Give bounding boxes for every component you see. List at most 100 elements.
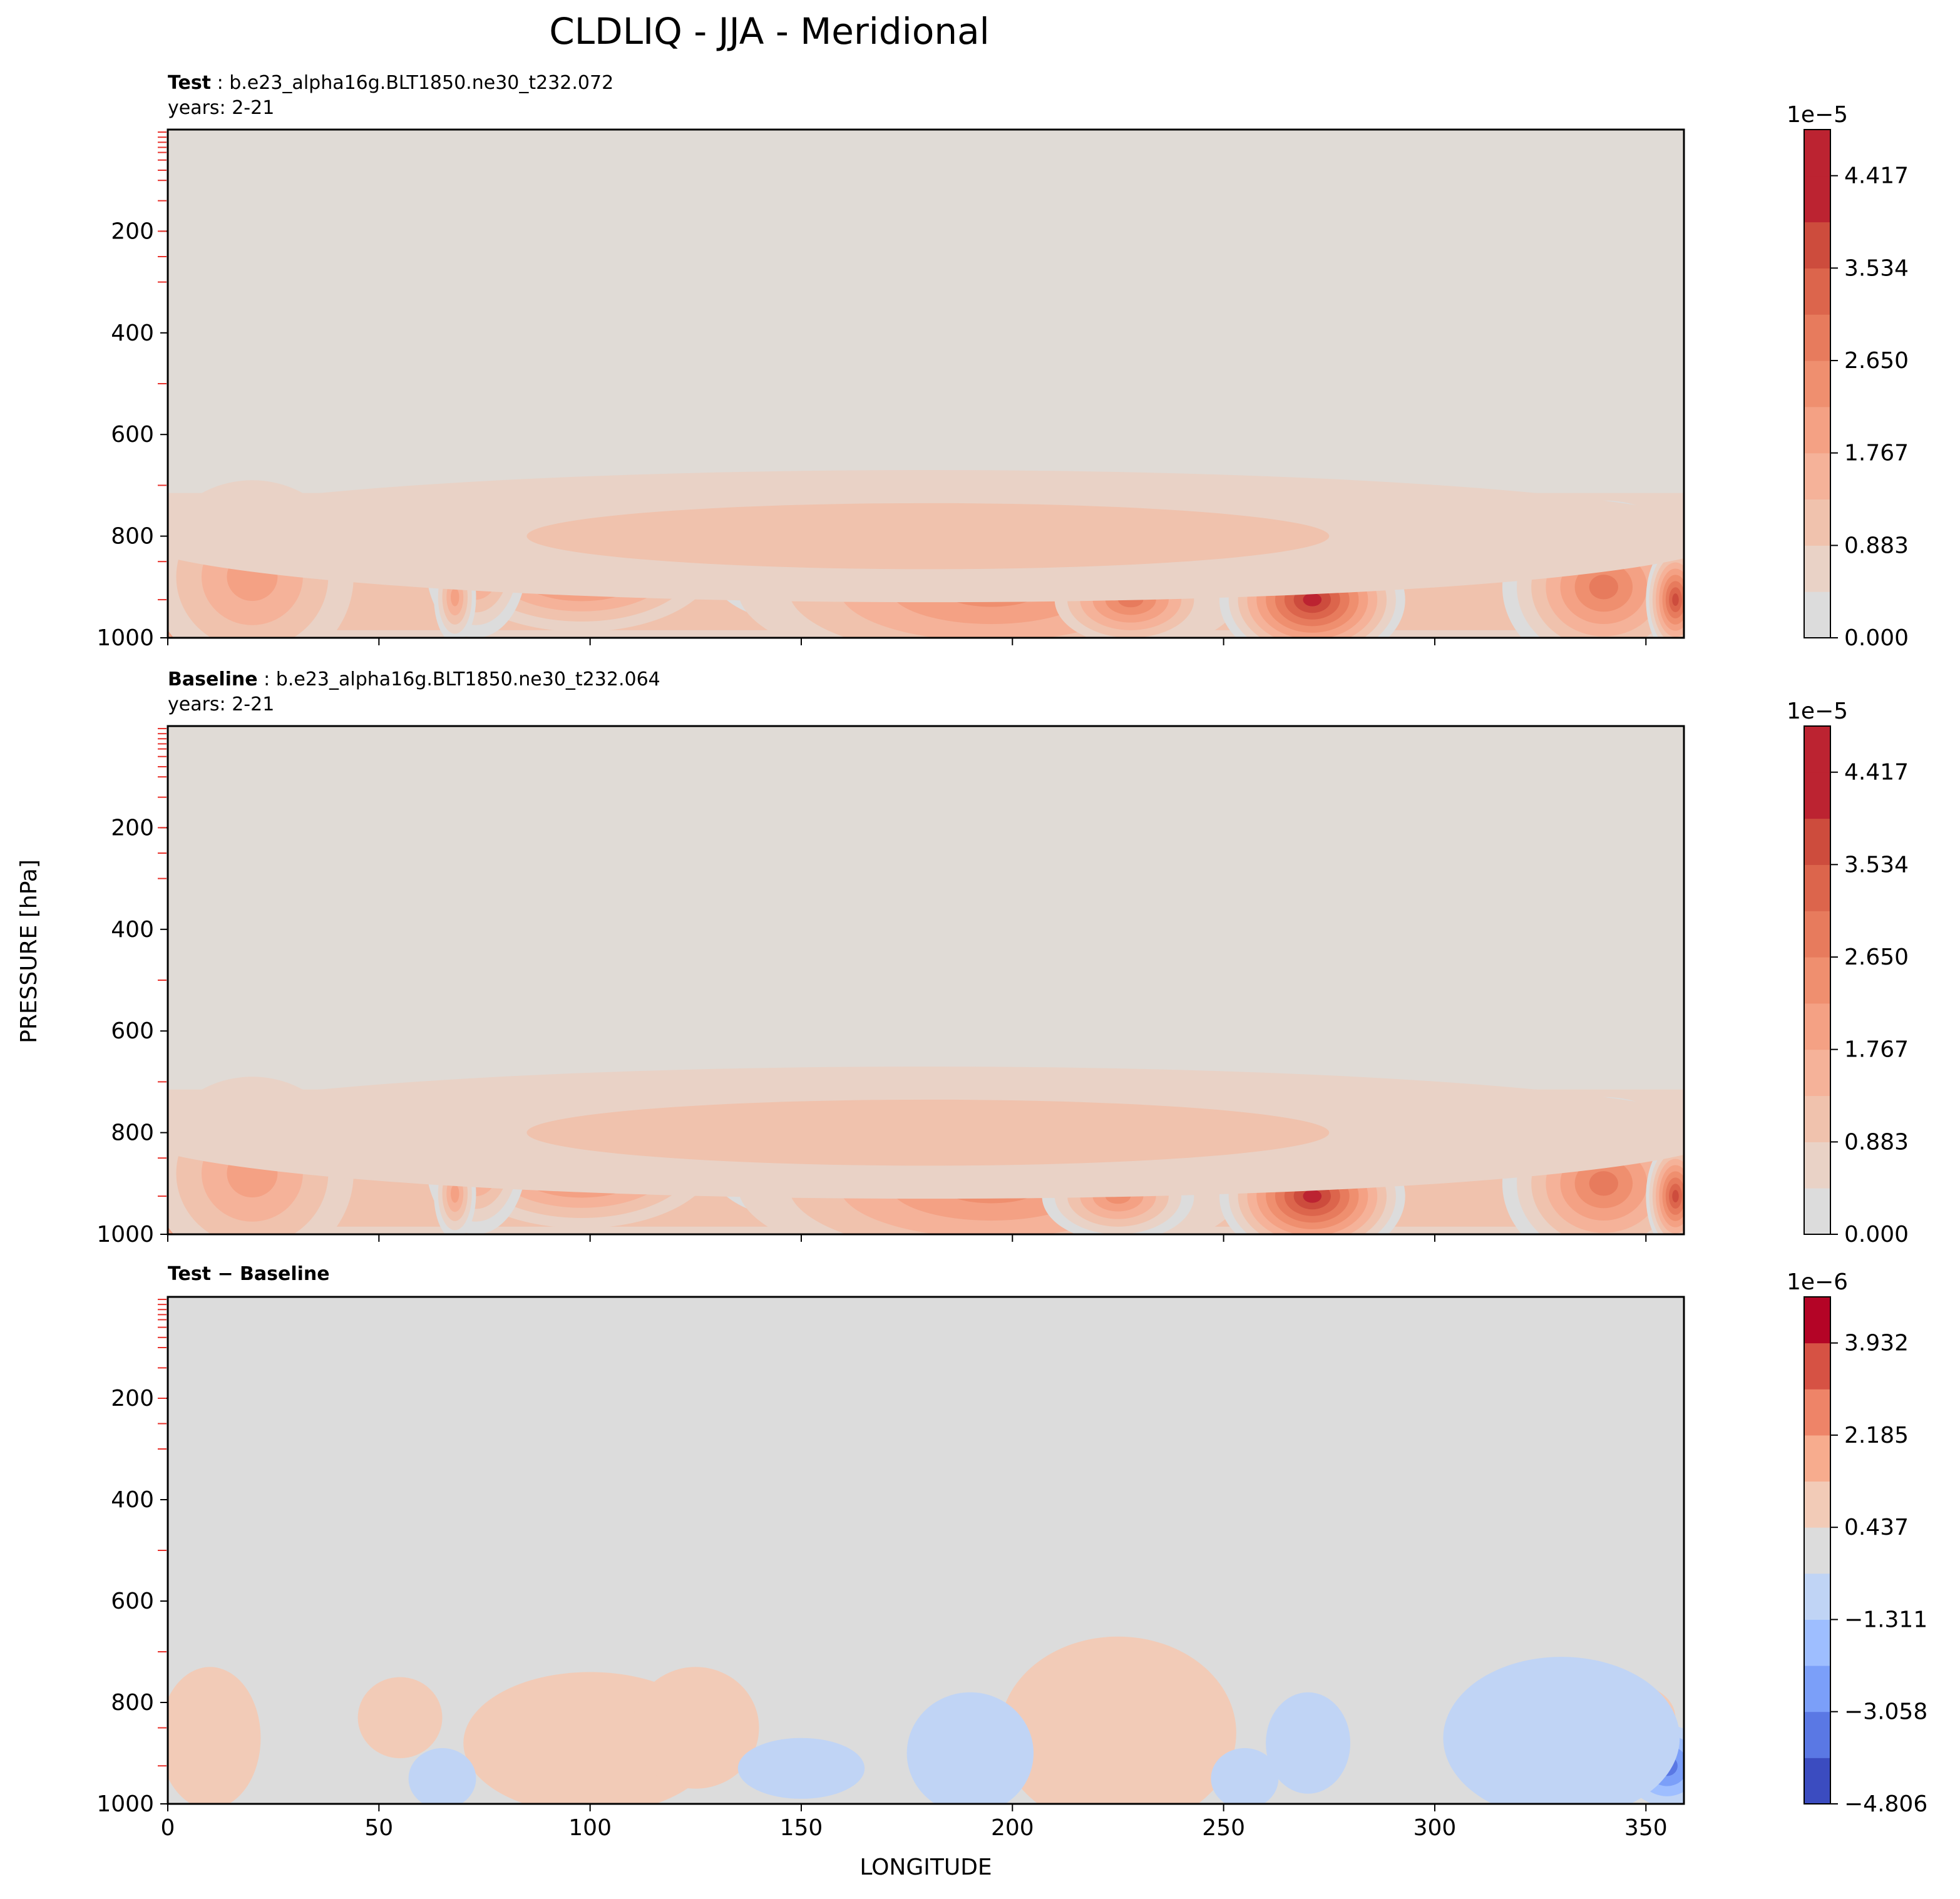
y-tick-label: 200 xyxy=(111,815,154,841)
panel-baseline: Baseline : b.e23_alpha16g.BLT1850.ne30_t… xyxy=(96,668,1909,1247)
panel-label-rest: : b.e23_alpha16g.BLT1850.ne30_t232.064 xyxy=(264,668,660,690)
colorbar-exponent: 1e−5 xyxy=(1787,102,1848,128)
x-tick-label: 50 xyxy=(364,1815,393,1841)
x-tick-label: 150 xyxy=(780,1815,823,1841)
x-axis-label: LONGITUDE xyxy=(859,1855,992,1880)
contour-level xyxy=(526,503,1330,570)
contour-level xyxy=(1589,1171,1618,1196)
contour-field-baseline xyxy=(168,726,1684,1234)
colorbar-tick-label: 0.000 xyxy=(1844,625,1909,651)
colorbar-tick-label: 2.650 xyxy=(1844,348,1909,374)
panel-label-test: Test : b.e23_alpha16g.BLT1850.ne30_t232.… xyxy=(168,72,613,94)
axis-ticks-difference: 200 400 600 800 1000 0 50 100 150 200 250 300 350 xyxy=(96,1299,1668,1841)
colorbar-tick-label: 0.883 xyxy=(1844,533,1909,558)
panel-test: Test : b.e23_alpha16g.BLT1850.ne30_t232.… xyxy=(96,72,1909,651)
contour-level xyxy=(168,1667,261,1804)
y-tick-label: 600 xyxy=(111,1018,154,1044)
panel-label-bold: Baseline xyxy=(168,668,258,690)
colorbar-segment xyxy=(1804,453,1830,500)
colorbar-tick-label: 1.767 xyxy=(1844,441,1909,466)
colorbar-tick-label: 0.437 xyxy=(1844,1515,1909,1540)
colorbar-segment xyxy=(1804,772,1830,819)
contour-level xyxy=(451,588,459,607)
colorbar-segment xyxy=(1804,1188,1830,1235)
colorbar-tick-label: 0.883 xyxy=(1844,1129,1909,1155)
contour-level xyxy=(737,1738,865,1799)
years-label-test: years: 2-21 xyxy=(168,97,274,119)
colorbar-segment xyxy=(1804,818,1830,865)
y-axis-label: PRESSURE [hPa] xyxy=(16,859,42,1043)
y-tick-label: 1000 xyxy=(96,1222,154,1247)
contour-level xyxy=(1000,1636,1236,1804)
colorbar-segment xyxy=(1804,957,1830,1004)
panel-label-bold: Test xyxy=(168,72,211,94)
contour-field-difference xyxy=(168,1297,1684,1804)
colorbar-tick-label: 3.534 xyxy=(1844,852,1909,878)
contour-level xyxy=(632,1667,759,1789)
colorbar-segment xyxy=(1804,591,1830,638)
colorbar-segment xyxy=(1804,726,1830,773)
colorbar-segment xyxy=(1804,1343,1830,1390)
panel-label-difference: Test − Baseline xyxy=(168,1263,330,1285)
contour-level xyxy=(906,1692,1034,1804)
colorbar-tick-label: −4.806 xyxy=(1844,1791,1927,1817)
colorbar-segment xyxy=(1804,1619,1830,1666)
contour-level xyxy=(1266,1692,1351,1794)
contour-level xyxy=(357,1677,443,1759)
colorbar-exponent: 1e−5 xyxy=(1787,699,1848,724)
y-tick-label: 800 xyxy=(111,1120,154,1146)
colorbar-segment xyxy=(1804,406,1830,454)
colorbar-segment xyxy=(1804,1142,1830,1189)
y-tick-label: 600 xyxy=(111,422,154,448)
x-tick-label: 200 xyxy=(991,1815,1034,1841)
colorbar-tick-label: −1.311 xyxy=(1844,1607,1927,1632)
figure-title: CLDLIQ - JJA - Meridional xyxy=(549,10,990,53)
colorbar-segment xyxy=(1804,1049,1830,1097)
colorbar-segment xyxy=(1804,1297,1830,1344)
colorbar-tick-label: 3.534 xyxy=(1844,255,1909,281)
colorbar-tick-label: 1.767 xyxy=(1844,1037,1909,1063)
colorbar-tick-label: 2.185 xyxy=(1844,1423,1909,1448)
colorbar-segment xyxy=(1804,1389,1830,1436)
x-tick-label: 350 xyxy=(1624,1815,1668,1841)
colorbar-tick-label: −3.058 xyxy=(1844,1699,1927,1725)
colorbar-segment xyxy=(1804,864,1830,911)
contour-level xyxy=(1672,1190,1679,1203)
colorbar-frame xyxy=(1804,725,1831,1235)
contour-level xyxy=(1589,575,1618,600)
y-tick-label: 400 xyxy=(111,1487,154,1513)
y-tick-label: 400 xyxy=(111,320,154,346)
colorbar-segment xyxy=(1804,314,1830,361)
contour-level xyxy=(1443,1657,1680,1804)
colorbar-frame xyxy=(1804,1296,1831,1804)
y-tick-label: 200 xyxy=(111,218,154,244)
colorbar-segment xyxy=(1804,361,1830,407)
colorbar-tick-label: 3.932 xyxy=(1844,1331,1909,1356)
colorbar-segment xyxy=(1804,130,1830,177)
axis-ticks-test: 200 400 600 800 1000 xyxy=(96,131,1647,651)
colorbar-segment xyxy=(1804,1481,1830,1528)
contour-level xyxy=(1303,1189,1322,1203)
plot-frame-test xyxy=(167,128,1685,639)
contour-level xyxy=(451,1184,459,1203)
y-tick-label: 800 xyxy=(111,1690,154,1716)
panel-difference: Test − Baseline 200 400 600 800 1000 0 50 100 15… xyxy=(96,1263,1927,1841)
colorbar-test: 0.000 0.883 1.767 2.650 3.534 4.417 1e−5 xyxy=(1787,102,1909,651)
colorbar-segment xyxy=(1804,1435,1830,1482)
colorbar-segment xyxy=(1804,222,1830,269)
colorbar-segment xyxy=(1804,1527,1830,1574)
years-label-baseline: years: 2-21 xyxy=(168,694,274,715)
plot-frame-baseline xyxy=(167,725,1685,1236)
x-tick-label: 100 xyxy=(568,1815,612,1841)
y-tick-label: 200 xyxy=(111,1386,154,1411)
panel-label-rest: : b.e23_alpha16g.BLT1850.ne30_t232.072 xyxy=(217,72,614,94)
contour-level xyxy=(526,1099,1330,1166)
colorbar-frame xyxy=(1804,129,1831,638)
colorbar-segment xyxy=(1804,1711,1830,1758)
colorbar-segment xyxy=(1804,545,1830,592)
colorbar-baseline: 0.000 0.883 1.767 2.650 3.534 4.417 1e−5 xyxy=(1787,699,1909,1247)
colorbar-segment xyxy=(1804,1003,1830,1050)
plot-frame-difference xyxy=(167,1296,1685,1805)
colorbar-segment xyxy=(1804,268,1830,315)
